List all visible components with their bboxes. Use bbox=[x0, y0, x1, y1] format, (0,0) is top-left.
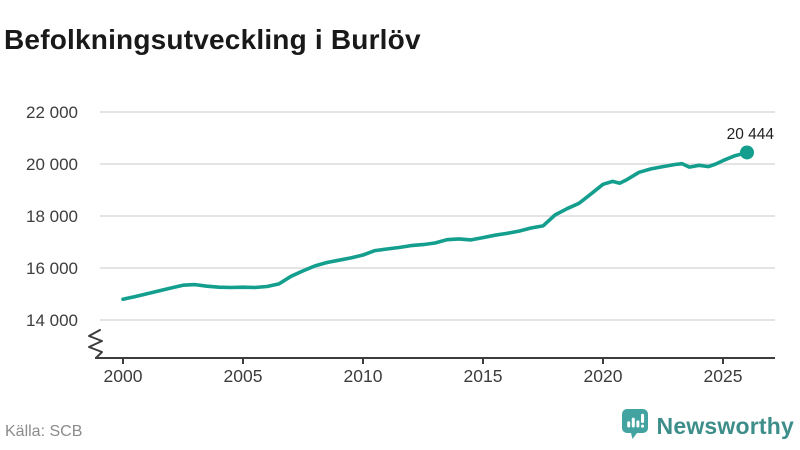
x-tick-label: 2005 bbox=[224, 366, 263, 386]
y-tick-label: 18 000 bbox=[26, 207, 78, 226]
source-caption: Källa: SCB bbox=[5, 423, 83, 440]
population-line bbox=[121, 150, 749, 302]
end-value-label: 20 444 bbox=[727, 126, 775, 143]
axis-break-icon bbox=[88, 329, 103, 359]
y-tick-label: 20 000 bbox=[26, 155, 78, 174]
page-title: Befolkningsutveckling i Burlöv bbox=[4, 23, 421, 55]
x-tick-label: 2015 bbox=[464, 366, 503, 386]
x-tick-label: 2000 bbox=[104, 366, 143, 386]
y-tick-label: 16 000 bbox=[26, 259, 78, 278]
y-tick-label: 22 000 bbox=[26, 103, 78, 122]
x-tick-label: 2025 bbox=[704, 366, 743, 386]
x-tick-label: 2010 bbox=[344, 366, 383, 386]
newsworthy-chart-bubble-icon bbox=[621, 408, 649, 445]
y-tick-label: 14 000 bbox=[26, 311, 78, 330]
x-tick-label: 2020 bbox=[584, 366, 623, 386]
newsworthy-logo[interactable]: Newsworthy bbox=[621, 408, 794, 445]
newsworthy-logo-text: Newsworthy bbox=[656, 413, 794, 439]
end-point-dot bbox=[740, 145, 754, 160]
